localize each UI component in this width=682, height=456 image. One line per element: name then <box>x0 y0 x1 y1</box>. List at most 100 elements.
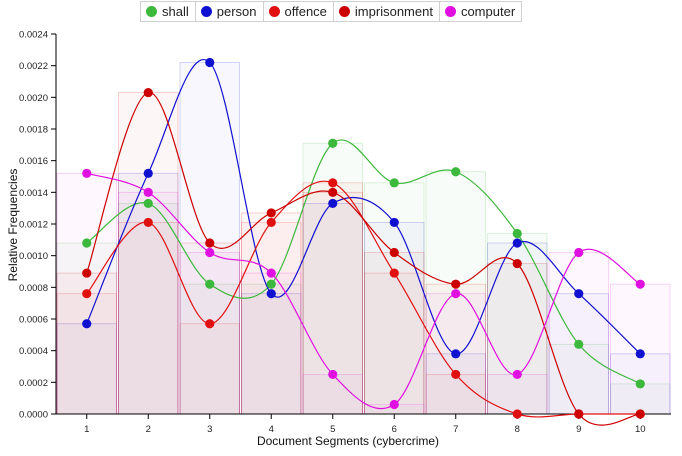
point-shall-1 <box>82 238 92 248</box>
point-person-8 <box>512 238 522 248</box>
point-imprisonment-2 <box>143 87 153 98</box>
point-computer-9 <box>574 247 584 258</box>
y-tick-label: 0.0010 <box>19 251 48 262</box>
point-imprisonment-8 <box>512 258 522 269</box>
point-offence-2 <box>143 217 153 228</box>
x-tick-label: 6 <box>392 424 397 435</box>
point-person-3 <box>205 57 215 68</box>
background-bars <box>56 62 671 415</box>
legend-label: computer <box>460 4 516 19</box>
point-offence-8 <box>512 409 522 419</box>
point-computer-5 <box>328 369 338 380</box>
legend-dot-icon <box>338 6 350 17</box>
point-imprisonment-3 <box>205 238 215 248</box>
point-imprisonment-9 <box>574 409 584 419</box>
legend-dot-icon <box>200 6 212 17</box>
x-tick-label: 7 <box>453 424 458 435</box>
bar-computer-10 <box>610 283 671 415</box>
legend-item-computer[interactable]: computer <box>438 1 523 22</box>
point-imprisonment-10 <box>635 409 645 419</box>
point-person-1 <box>82 319 92 329</box>
x-tick-label: 9 <box>576 424 581 435</box>
legend-item-imprisonment[interactable]: imprisonment <box>332 1 440 22</box>
x-tick-label: 1 <box>84 424 89 435</box>
point-shall-6 <box>389 178 399 188</box>
axes: 0.0000 0.0002 0.0004 0.0006 0.0008 0.0010 0.00… <box>19 30 671 435</box>
point-person-6 <box>389 217 399 228</box>
legend-label: person <box>216 4 257 19</box>
x-tick-label: 2 <box>146 424 151 435</box>
legend-label: shall <box>162 4 189 19</box>
x-tick-label: 3 <box>207 424 212 435</box>
point-computer-10 <box>635 279 645 289</box>
point-computer-1 <box>82 168 92 178</box>
y-tick-label: 0.0014 <box>19 188 48 199</box>
legend-dot-icon <box>444 6 456 17</box>
point-offence-5 <box>328 178 338 188</box>
bar-computer-9 <box>548 252 609 415</box>
x-tick-label: 10 <box>635 424 646 435</box>
point-person-10 <box>635 349 645 359</box>
legend-item-person[interactable]: person <box>194 1 264 22</box>
point-offence-1 <box>82 289 92 299</box>
y-tick-label: 0.0002 <box>19 378 48 389</box>
point-shall-9 <box>574 339 584 349</box>
legend-label: imprisonment <box>354 4 433 19</box>
x-tick-label: 8 <box>515 424 520 435</box>
x-tick-label: 5 <box>330 424 335 435</box>
x-tick-label: 4 <box>269 424 274 435</box>
line-shall <box>86 139 641 385</box>
y-tick-label: 0.0004 <box>19 346 48 357</box>
line-imprisonment <box>86 91 641 426</box>
bar-computer-5 <box>302 374 363 415</box>
point-computer-6 <box>389 399 399 410</box>
bar-computer-3 <box>179 252 240 415</box>
y-tick-label: 0.0020 <box>19 93 48 104</box>
bar-computer-8 <box>487 374 548 415</box>
point-shall-7 <box>451 167 461 177</box>
line-offence <box>86 180 641 418</box>
point-imprisonment-6 <box>389 247 399 258</box>
legend-label: offence <box>284 4 327 19</box>
y-tick-label: 0.0008 <box>19 283 48 294</box>
point-shall-4 <box>266 279 276 289</box>
point-person-5 <box>328 198 338 209</box>
legend: shall person offence imprisonment comput… <box>140 1 523 22</box>
point-imprisonment-4 <box>266 208 276 218</box>
y-tick-label: 0.0022 <box>19 61 48 72</box>
y-tick-label: 0.0012 <box>19 220 48 231</box>
legend-dot-icon <box>146 6 157 17</box>
point-offence-6 <box>389 268 399 278</box>
point-computer-7 <box>451 289 461 299</box>
x-axis-title: Document Segments (cybercrime) <box>257 434 439 448</box>
point-shall-3 <box>205 279 215 289</box>
point-person-4 <box>266 289 276 299</box>
legend-item-offence[interactable]: offence <box>262 1 334 22</box>
line-computer <box>86 172 641 410</box>
point-person-7 <box>451 349 461 359</box>
y-tick-label: 0.0016 <box>19 156 48 167</box>
point-shall-5 <box>328 138 338 148</box>
y-axis-title: Relative Frequencies <box>6 169 20 282</box>
legend-item-shall[interactable]: shall <box>140 1 196 22</box>
point-offence-3 <box>205 319 215 329</box>
point-imprisonment-1 <box>82 268 92 278</box>
point-shall-2 <box>143 198 153 209</box>
point-imprisonment-5 <box>328 187 338 197</box>
point-shall-10 <box>635 379 645 389</box>
point-person-2 <box>143 168 153 178</box>
point-offence-4 <box>266 217 276 228</box>
series-points <box>82 57 645 419</box>
y-tick-label: 0.0006 <box>19 315 48 326</box>
point-imprisonment-7 <box>451 279 461 289</box>
y-tick-label: 0.0024 <box>19 30 48 41</box>
point-person-9 <box>574 289 584 299</box>
point-computer-4 <box>266 268 276 278</box>
point-computer-2 <box>143 187 153 197</box>
point-offence-7 <box>451 369 461 380</box>
point-computer-3 <box>205 247 215 258</box>
point-computer-8 <box>512 369 522 380</box>
point-shall-8 <box>512 228 522 239</box>
y-tick-label: 0.0000 <box>19 410 48 421</box>
